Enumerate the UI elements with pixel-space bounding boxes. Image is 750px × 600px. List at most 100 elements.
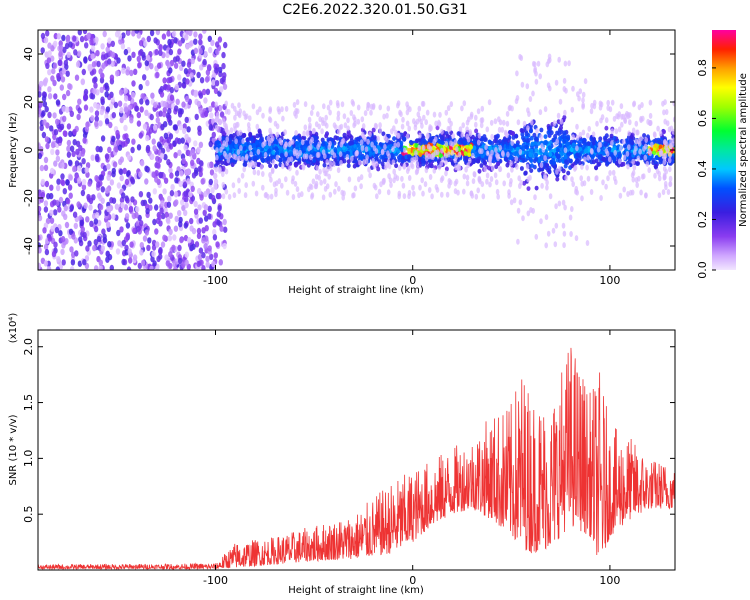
spectrogram-cell: [234, 143, 239, 149]
spectrogram-cell: [93, 239, 99, 246]
spectrogram-cell: [40, 47, 45, 54]
spectrogram-cell: [401, 116, 405, 123]
spectrogram-cell: [157, 62, 162, 69]
spectrogram-cell: [440, 135, 445, 141]
spectrogram-cell: [67, 83, 72, 90]
spectrogram-cell: [76, 113, 81, 121]
spectrogram-cell: [494, 179, 499, 186]
spectrogram-cell: [449, 140, 453, 147]
spectrogram-cell: [129, 117, 134, 124]
spectrogram-cell: [77, 50, 82, 57]
spectrogram-cell: [162, 83, 168, 91]
spectrogram-cell: [145, 166, 150, 173]
spectrogram-cell: [169, 86, 174, 94]
spectrogram-cell: [49, 125, 54, 132]
spectrogram-cell: [130, 196, 135, 203]
spectrogram-cell: [311, 104, 315, 111]
spectrogram-cell: [179, 170, 184, 177]
spectrogram-cell: [81, 158, 86, 165]
spectrogram-cell: [589, 108, 594, 115]
spectrogram-cell: [38, 247, 42, 254]
spectrogram-cell: [280, 153, 285, 158]
spectrogram-cell: [564, 175, 568, 181]
spectrogram-cell: [407, 193, 411, 200]
spectrogram-cell: [115, 248, 121, 255]
spectrogram-cell: [79, 35, 85, 43]
spectrogram-cell: [56, 72, 61, 80]
spectrogram-cell: [327, 153, 331, 159]
spectrogram-cell: [202, 58, 207, 66]
spectrogram-cell: [79, 219, 84, 226]
spectrogram-cell: [525, 163, 530, 170]
spectrogram-cell: [168, 67, 173, 74]
spectrogram-cell: [221, 181, 226, 188]
spectrogram-cell: [345, 135, 350, 140]
spectrogram-cell: [190, 159, 195, 166]
spectrogram-cell: [461, 122, 466, 129]
spectrogram-cell: [480, 148, 484, 155]
spectrogram-cell: [208, 140, 213, 148]
spectrogram-cell: [380, 149, 385, 156]
spectrogram-cell: [458, 137, 463, 143]
spectrogram-cell: [77, 107, 82, 114]
spectrogram-cell: [82, 231, 87, 239]
spectrogram-cell: [216, 211, 221, 218]
spectrogram-cell: [105, 85, 110, 92]
spectrogram-cell: [226, 157, 231, 164]
spectrogram-cell: [648, 150, 653, 157]
spectrogram-cell: [487, 99, 492, 106]
spectrogram-cell: [207, 35, 212, 42]
spectrogram-cell: [534, 156, 539, 162]
spectrogram-cell: [89, 106, 94, 113]
spectrogram-cell: [229, 127, 234, 134]
spectrogram-cell: [64, 221, 70, 229]
colorbar-tick-label: 0.2: [696, 211, 709, 229]
spectrogram-cell: [457, 151, 462, 158]
spectrogram-cell: [64, 42, 70, 50]
spectrogram-cell: [417, 105, 422, 112]
spectrogram-cell: [617, 111, 622, 118]
spectrogram-cell: [281, 115, 285, 122]
spectrogram-cell: [193, 200, 198, 208]
spectrogram-cell: [585, 164, 589, 171]
spectrogram-cell: [165, 260, 170, 267]
spectrogram-cell: [41, 110, 46, 117]
spectrogram-cell: [269, 193, 274, 200]
spectrogram-cell: [142, 123, 148, 130]
spectrogram-cell: [164, 254, 169, 261]
spectrogram-cell: [62, 130, 67, 137]
spectrogram-cell: [471, 134, 475, 140]
spectrogram-cell: [54, 226, 60, 234]
spectrogram-cell: [460, 105, 464, 112]
spectrogram-cell: [357, 176, 361, 183]
spectrogram-cell: [174, 215, 179, 223]
spectrogram-cell: [209, 169, 215, 176]
spectrogram-cell: [521, 158, 526, 163]
spectrogram-cell: [292, 150, 297, 157]
spectrogram-cell: [628, 119, 632, 126]
spectrogram-cell: [302, 145, 307, 151]
spectrogram-cell: [558, 135, 563, 141]
spectrogram-cell: [292, 101, 297, 108]
spectrogram-cell: [368, 172, 372, 179]
spectrogram-cell: [337, 185, 341, 192]
spectrogram-cell: [166, 159, 171, 166]
spectrogram-cell: [465, 126, 469, 133]
spectrogram-cell: [278, 146, 283, 152]
snr-panel: [37, 347, 676, 571]
spectrogram-cell: [383, 144, 387, 150]
spectrogram-cell: [100, 186, 106, 193]
spectrogram-cell: [668, 181, 672, 188]
spectrogram-cell: [66, 123, 72, 130]
spectrogram-cell: [250, 160, 254, 166]
spectrogram-cell: [351, 192, 355, 199]
spectrogram-cell: [315, 165, 320, 171]
spectrogram-cell: [509, 199, 514, 206]
spectrogram-cell: [155, 117, 160, 124]
spectrogram-cell: [467, 116, 471, 123]
spectrogram-cell: [399, 132, 404, 138]
spectrogram-cell: [177, 149, 182, 156]
spectrogram-cell: [471, 159, 476, 165]
spectrogram-cell: [494, 147, 498, 153]
spectrogram-cell: [234, 110, 239, 117]
